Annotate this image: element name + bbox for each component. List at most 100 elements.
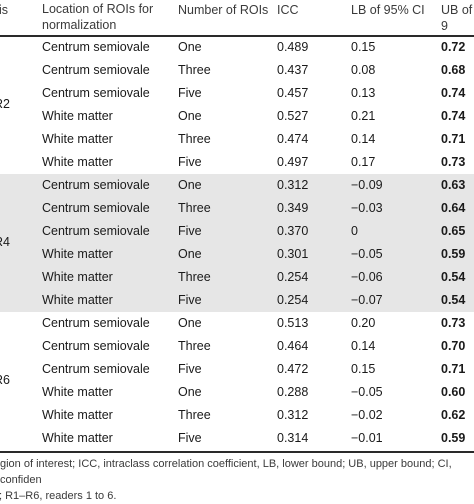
- table-row: White matter Five 0.497 0.17 0.73: [0, 151, 474, 174]
- cell-number: Three: [178, 132, 211, 146]
- cell-location: White matter: [42, 132, 113, 146]
- footnote-line-1: gion of interest; ICC, intraclass correl…: [0, 458, 452, 486]
- cell-icc: 0.312: [277, 408, 309, 422]
- cell-ub: 0.73: [441, 155, 466, 169]
- cell-ub: 0.54: [441, 293, 466, 307]
- cell-location: White matter: [42, 385, 113, 399]
- cell-number: Three: [178, 408, 211, 422]
- reader-group: Centrum semiovale One 0.489 0.15 0.72 Centrum…: [0, 36, 474, 174]
- cell-icc: 0.527: [277, 109, 309, 123]
- cell-lb: 0.17: [351, 155, 376, 169]
- table-row: Centrum semiovale Five 0.370 0 0.65: [0, 220, 474, 243]
- table-row: White matter Five 0.254 −0.07 0.54: [0, 289, 474, 312]
- cell-number: One: [178, 316, 202, 330]
- reader-group: Centrum semiovale One 0.513 0.20 0.73 Centrum…: [0, 312, 474, 450]
- header-icc: ICC: [277, 3, 299, 17]
- table-row: White matter One 0.288 −0.05 0.60: [0, 381, 474, 404]
- header-lb: LB of 95% CI: [351, 3, 425, 17]
- table-row: White matter One 0.301 −0.05 0.59: [0, 243, 474, 266]
- cell-ub: 0.74: [441, 109, 466, 123]
- cell-lb: 0.13: [351, 86, 376, 100]
- cell-location: White matter: [42, 109, 113, 123]
- cell-icc: 0.472: [277, 362, 309, 376]
- table-row: White matter Three 0.254 −0.06 0.54: [0, 266, 474, 289]
- cell-lb: 0.15: [351, 40, 376, 54]
- cell-lb: −0.05: [351, 247, 383, 261]
- table-row: White matter Three 0.474 0.14 0.71: [0, 128, 474, 151]
- cell-number: Five: [178, 86, 202, 100]
- header-location: Location of ROIs for normalization: [42, 2, 154, 32]
- cell-lb: 0.14: [351, 132, 376, 146]
- reader-label: R6: [0, 373, 10, 387]
- table-header: is Location of ROIs for normalization Nu…: [0, 0, 474, 36]
- cell-icc: 0.349: [277, 201, 309, 215]
- cell-icc: 0.464: [277, 339, 309, 353]
- cell-lb: −0.03: [351, 201, 383, 215]
- cell-icc: 0.437: [277, 63, 309, 77]
- cell-icc: 0.312: [277, 178, 309, 192]
- table-row: Centrum semiovale Three 0.349 −0.03 0.64: [0, 197, 474, 220]
- cell-location: Centrum semiovale: [42, 201, 150, 215]
- cell-number: One: [178, 385, 202, 399]
- cell-location: White matter: [42, 431, 113, 445]
- cell-lb: 0.08: [351, 63, 376, 77]
- cell-ub: 0.74: [441, 86, 466, 100]
- cell-location: Centrum semiovale: [42, 362, 150, 376]
- cell-icc: 0.370: [277, 224, 309, 238]
- cell-number: One: [178, 109, 202, 123]
- table-row: White matter One 0.527 0.21 0.74: [0, 105, 474, 128]
- cell-location: Centrum semiovale: [42, 63, 150, 77]
- cell-ub: 0.72: [441, 40, 466, 54]
- cell-location: White matter: [42, 408, 113, 422]
- cell-icc: 0.314: [277, 431, 309, 445]
- cell-number: One: [178, 40, 202, 54]
- cell-ub: 0.68: [441, 63, 466, 77]
- cell-lb: −0.02: [351, 408, 383, 422]
- table-row: Centrum semiovale Three 0.437 0.08 0.68: [0, 59, 474, 82]
- cell-number: Three: [178, 339, 211, 353]
- cell-number: Five: [178, 155, 202, 169]
- cell-lb: 0.21: [351, 109, 376, 123]
- cell-location: White matter: [42, 155, 113, 169]
- cell-number: Three: [178, 63, 211, 77]
- reader-label: R2: [0, 97, 10, 111]
- cell-icc: 0.254: [277, 293, 309, 307]
- cell-location: Centrum semiovale: [42, 40, 150, 54]
- cell-location: Centrum semiovale: [42, 224, 150, 238]
- cell-location: Centrum semiovale: [42, 178, 150, 192]
- table-row: Centrum semiovale Five 0.457 0.13 0.74: [0, 82, 474, 105]
- cell-icc: 0.457: [277, 86, 309, 100]
- bottom-rule: [0, 451, 474, 453]
- table-row: White matter Three 0.312 −0.02 0.62: [0, 404, 474, 427]
- cell-lb: 0: [351, 224, 358, 238]
- cell-number: Three: [178, 270, 211, 284]
- cell-lb: −0.09: [351, 178, 383, 192]
- cell-ub: 0.62: [441, 408, 466, 422]
- cell-ub: 0.70: [441, 339, 466, 353]
- header-number: Number of ROIs: [178, 3, 269, 17]
- cell-ub: 0.54: [441, 270, 466, 284]
- cell-icc: 0.254: [277, 270, 309, 284]
- cell-number: One: [178, 178, 202, 192]
- table-row: Centrum semiovale One 0.489 0.15 0.72: [0, 36, 474, 59]
- table-footnote: gion of interest; ICC, intraclass correl…: [0, 456, 474, 504]
- header-reader: is: [0, 3, 9, 17]
- header-rule: [0, 35, 474, 37]
- cell-ub: 0.64: [441, 201, 466, 215]
- cell-icc: 0.513: [277, 316, 309, 330]
- cell-ub: 0.63: [441, 178, 466, 192]
- cell-ub: 0.59: [441, 431, 466, 445]
- cell-ub: 0.60: [441, 385, 466, 399]
- cell-lb: 0.20: [351, 316, 376, 330]
- cell-location: Centrum semiovale: [42, 86, 150, 100]
- cell-ub: 0.73: [441, 316, 466, 330]
- cell-ub: 0.71: [441, 362, 466, 376]
- cell-lb: −0.06: [351, 270, 383, 284]
- cell-location: White matter: [42, 293, 113, 307]
- table-row: Centrum semiovale One 0.312 −0.09 0.63: [0, 174, 474, 197]
- header-ub: UB of 9: [441, 3, 473, 33]
- cell-location: White matter: [42, 270, 113, 284]
- table-row: Centrum semiovale Five 0.472 0.15 0.71: [0, 358, 474, 381]
- table-row: White matter Five 0.314 −0.01 0.59: [0, 427, 474, 450]
- cell-icc: 0.301: [277, 247, 309, 261]
